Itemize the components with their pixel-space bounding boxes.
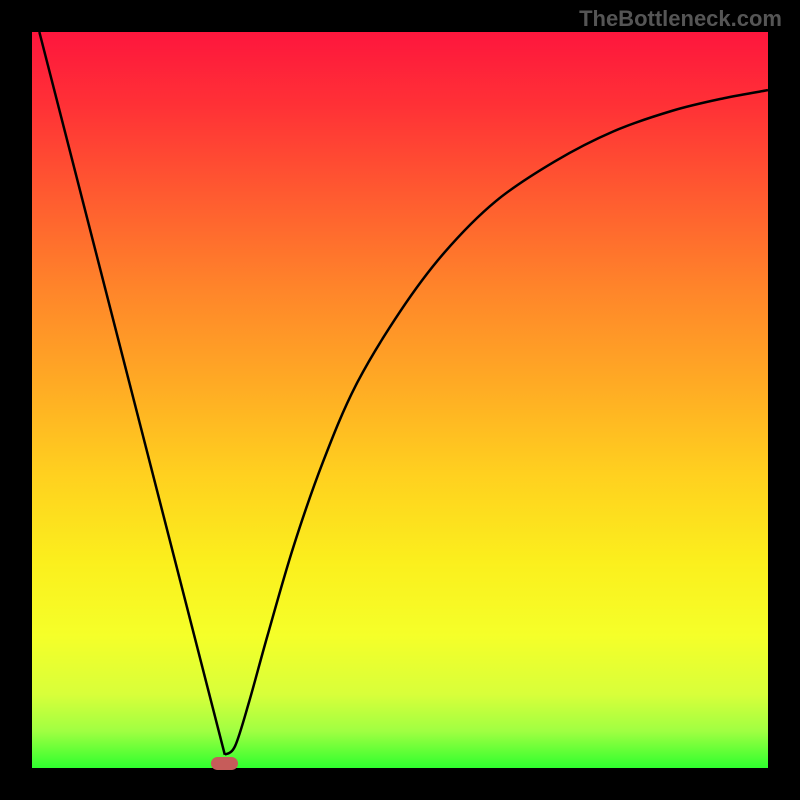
curve-layer bbox=[32, 32, 768, 768]
minimum-marker bbox=[211, 757, 238, 770]
plot-area bbox=[32, 32, 768, 768]
watermark-text: TheBottleneck.com bbox=[579, 6, 782, 32]
curve-left-branch bbox=[39, 32, 224, 755]
curve-right-branch bbox=[225, 90, 768, 755]
